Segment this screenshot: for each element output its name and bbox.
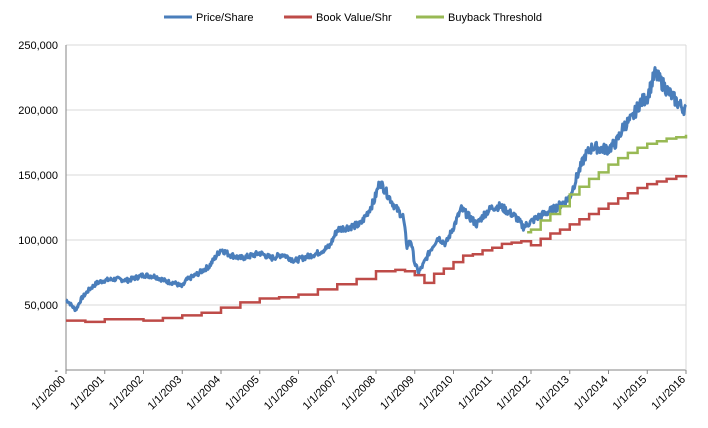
y-tick-label: - xyxy=(54,365,58,377)
legend-entry: Buyback Threshold xyxy=(416,12,542,24)
x-tick-label: 1/1/2008 xyxy=(339,374,378,413)
y-tick-label: 50,000 xyxy=(24,300,58,312)
y-tick-label: 100,000 xyxy=(18,235,58,247)
y-tick-label: 200,000 xyxy=(18,105,58,117)
series-buyback-threshold xyxy=(527,134,688,234)
x-tick-label: 1/1/2016 xyxy=(649,374,688,413)
x-tick-label: 1/1/2013 xyxy=(533,374,572,413)
x-tick-label: 1/1/2010 xyxy=(417,374,456,413)
x-tick-label: 1/1/2005 xyxy=(223,374,262,413)
x-tick-label: 1/1/2011 xyxy=(456,374,494,412)
gridlines xyxy=(65,44,687,371)
x-axis: 1/1/2000 1/1/2001 1/1/2002 1/1/2003 1/1/2004… xyxy=(29,370,688,412)
x-tick-label: 1/1/2001 xyxy=(68,374,107,413)
x-tick-label: 1/1/2014 xyxy=(572,374,611,413)
x-tick-label: 1/1/2002 xyxy=(107,374,146,413)
legend-entry: Book Value/Shr xyxy=(284,12,392,24)
y-tick-label: 150,000 xyxy=(18,170,58,182)
legend-label: Book Value/Shr xyxy=(316,12,392,24)
y-axis: - 50,000 100,000 150,000 200,000 250,000 xyxy=(18,40,58,377)
x-tick-label: 1/1/2004 xyxy=(184,374,223,413)
legend: Price/Share Book Value/Shr Buyback Thresho… xyxy=(164,12,542,24)
x-tick-label: 1/1/2007 xyxy=(301,374,340,413)
x-tick-label: 1/1/2003 xyxy=(146,374,185,413)
series-book-value xyxy=(66,175,688,324)
y-tick-label: 250,000 xyxy=(18,40,58,52)
series-price-share xyxy=(65,66,687,313)
x-tick-label: 1/1/2006 xyxy=(262,374,301,413)
legend-label: Price/Share xyxy=(196,12,253,24)
x-tick-label: 1/1/2000 xyxy=(29,374,68,413)
legend-entry: Price/Share xyxy=(164,12,253,24)
legend-label: Buyback Threshold xyxy=(448,12,542,24)
x-tick-label: 1/1/2015 xyxy=(611,374,650,413)
series-lines xyxy=(65,66,688,324)
x-tick-label: 1/1/2009 xyxy=(378,374,417,413)
x-tick-label: 1/1/2012 xyxy=(494,374,533,413)
